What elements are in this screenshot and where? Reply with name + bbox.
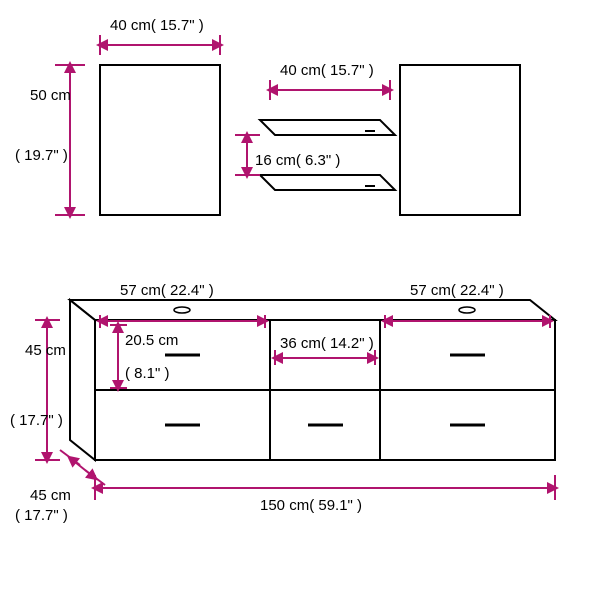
- dim-center-width: 36 cm( 14.2" ): [275, 335, 375, 365]
- dim-label: ( 17.7" ): [15, 507, 68, 524]
- dim-label: 40 cm( 15.7" ): [280, 62, 374, 79]
- dim-label: 40 cm( 15.7" ): [110, 17, 204, 34]
- dim-top-panel-width: 40 cm( 15.7" ): [100, 17, 220, 55]
- dim-drawer-right-width: 57 cm( 22.4" ): [385, 282, 550, 328]
- dim-cabinet-height: 45 cm ( 17.7" ): [10, 320, 66, 460]
- furniture-dimension-diagram: 40 cm( 15.7" ) 40 cm( 15.7" ) 50 cm ( 19…: [0, 0, 600, 600]
- dim-label: 150 cm( 59.1" ): [260, 497, 362, 514]
- top-right-panel: [400, 65, 520, 215]
- dim-label: 45 cm: [25, 342, 66, 359]
- dim-shelf-width: 40 cm( 15.7" ): [270, 62, 390, 100]
- dim-label: 20.5 cm: [125, 332, 178, 349]
- dim-label: ( 17.7" ): [10, 412, 63, 429]
- dim-drawer-left-width: 57 cm( 22.4" ): [100, 282, 265, 328]
- dim-label: 57 cm( 22.4" ): [120, 282, 214, 299]
- top-left-panel: [100, 65, 220, 215]
- dim-top-panel-height: 50 cm ( 19.7" ): [15, 65, 85, 215]
- dim-label: ( 8.1" ): [125, 365, 170, 382]
- dim-cabinet-depth: 45 cm ( 17.7" ): [15, 450, 105, 524]
- dim-shelf-gap: 16 cm( 6.3" ): [235, 135, 340, 175]
- dim-label: 16 cm( 6.3" ): [255, 152, 340, 169]
- dim-label: 45 cm: [30, 487, 71, 504]
- dim-label: 57 cm( 22.4" ): [410, 282, 504, 299]
- dim-label: 36 cm( 14.2" ): [280, 335, 374, 352]
- dim-label: ( 19.7" ): [15, 147, 68, 164]
- dim-label: 50 cm: [30, 87, 71, 104]
- dim-cabinet-width: 150 cm( 59.1" ): [95, 475, 555, 514]
